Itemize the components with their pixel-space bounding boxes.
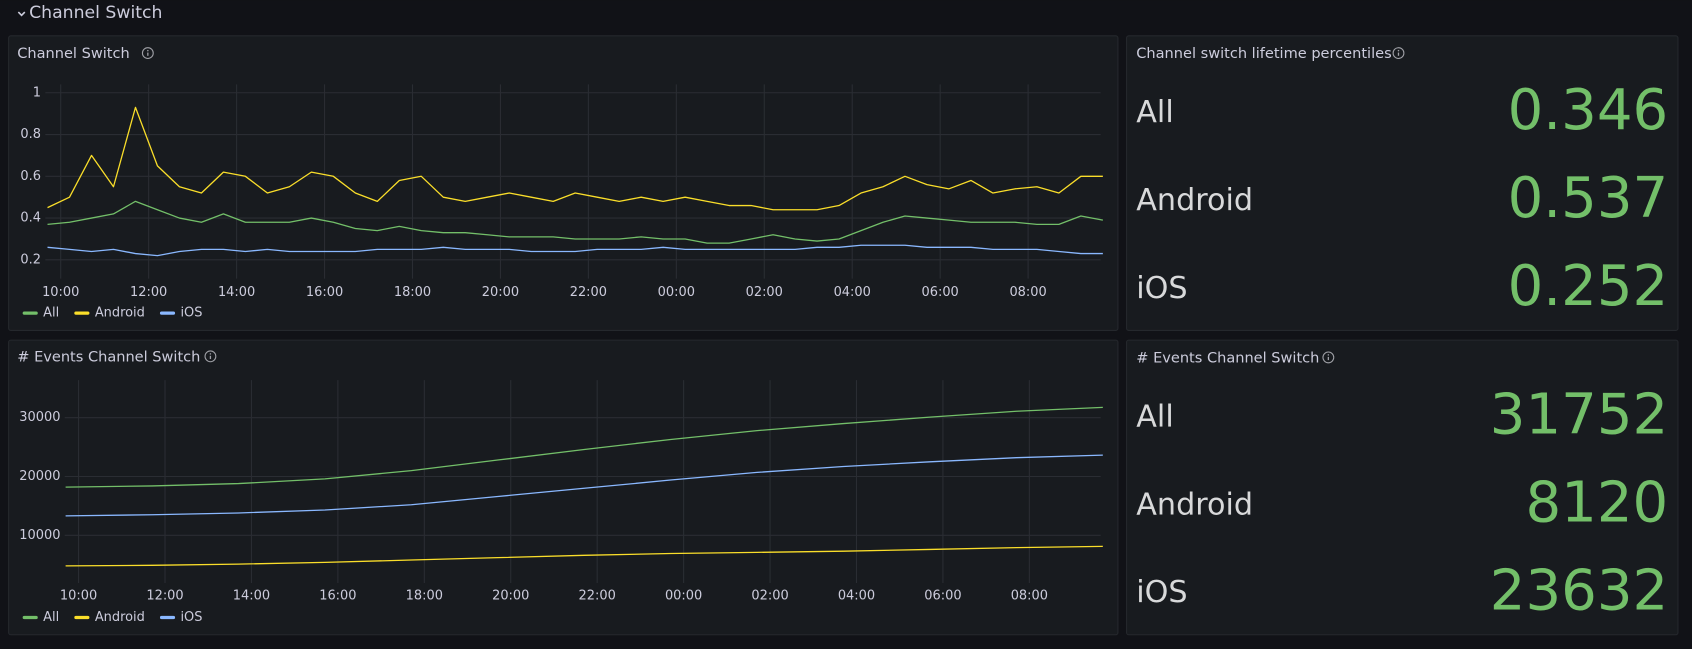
x-tick-label: 12:00 [146,588,183,603]
x-tick-label: 08:00 [1011,588,1048,603]
series-line [47,200,1103,244]
stat-value: 0.537 [1508,166,1669,231]
legend-swatch [74,615,90,620]
x-tick-label: 06:00 [922,285,959,300]
legend-label[interactable]: iOS [180,306,202,321]
panel [1126,35,1679,331]
y-tick-label: 0.2 [20,252,41,267]
legend-label[interactable]: iOS [180,610,202,625]
stat-label: All [1136,95,1173,130]
legend-swatch [159,615,176,620]
x-tick-label: 04:00 [838,588,875,603]
series-line [47,244,1103,257]
stat-value: 8120 [1525,470,1668,535]
x-tick-label: 14:00 [218,285,255,300]
legend-swatch [159,311,176,315]
info-icon-dot [209,353,212,355]
panel-title: # Events Channel Switch [1136,349,1319,366]
stat-value: 31752 [1490,382,1669,447]
info-icon-dot [1327,354,1330,356]
info-icon-dot [147,49,149,52]
info-icon[interactable] [204,350,217,363]
x-tick-label: 20:00 [482,285,519,300]
panel [8,35,1119,331]
panel [8,339,1119,636]
series-line [65,454,1103,517]
series-line [65,406,1103,488]
section-title[interactable]: Channel Switch [29,3,162,23]
x-tick-label: 00:00 [658,285,695,300]
stat-label: All [1136,399,1173,434]
stat-label: iOS [1136,271,1187,306]
legend-swatch [22,615,38,620]
stat-value: 0.252 [1508,254,1669,319]
info-icon[interactable] [141,47,154,60]
y-tick-label: 20000 [19,469,60,484]
x-tick-label: 12:00 [130,285,167,300]
y-tick-label: 1 [33,85,41,100]
legend-label[interactable]: All [43,610,59,625]
y-tick-label: 0.4 [20,211,41,226]
stat-label: iOS [1136,575,1187,610]
series-line [47,106,1103,211]
stat-label: Android [1136,183,1253,218]
x-tick-label: 00:00 [665,588,702,603]
x-tick-label: 04:00 [834,285,871,300]
stat-value: 23632 [1490,558,1669,623]
stat-value: 0.346 [1508,78,1669,143]
x-tick-label: 08:00 [1009,285,1046,300]
panel-title: Channel Switch [17,45,129,62]
y-tick-label: 30000 [19,410,60,425]
x-tick-label: 20:00 [492,588,529,603]
x-tick-label: 18:00 [406,588,443,603]
x-tick-label: 02:00 [751,588,788,603]
info-icon[interactable] [1322,351,1335,364]
x-tick-label: 22:00 [570,285,607,300]
info-icon-dot [1397,49,1400,52]
panel [1126,339,1679,636]
y-tick-label: 10000 [19,528,60,543]
legend-label[interactable]: Android [95,306,145,321]
x-tick-label: 16:00 [306,285,343,300]
x-tick-label: 02:00 [746,285,783,300]
x-tick-label: 14:00 [233,588,270,603]
legend-swatch [22,311,38,315]
x-tick-label: 18:00 [394,285,431,300]
legend-label[interactable]: Android [95,610,145,625]
info-icon[interactable] [1392,47,1405,60]
series-line [65,545,1103,567]
x-tick-label: 22:00 [579,588,616,603]
y-tick-label: 0.6 [20,169,41,184]
panel-title: Channel switch lifetime percentiles [1136,45,1391,62]
x-tick-label: 10:00 [42,285,79,300]
stat-label: Android [1136,487,1253,522]
collapse-chevron[interactable] [17,11,26,17]
x-tick-label: 10:00 [60,588,97,603]
panel-title: # Events Channel Switch [17,348,200,365]
legend-label[interactable]: All [43,306,59,321]
x-tick-label: 16:00 [319,588,356,603]
y-tick-label: 0.8 [20,127,41,142]
x-tick-label: 06:00 [924,588,961,603]
legend-swatch [74,311,90,315]
